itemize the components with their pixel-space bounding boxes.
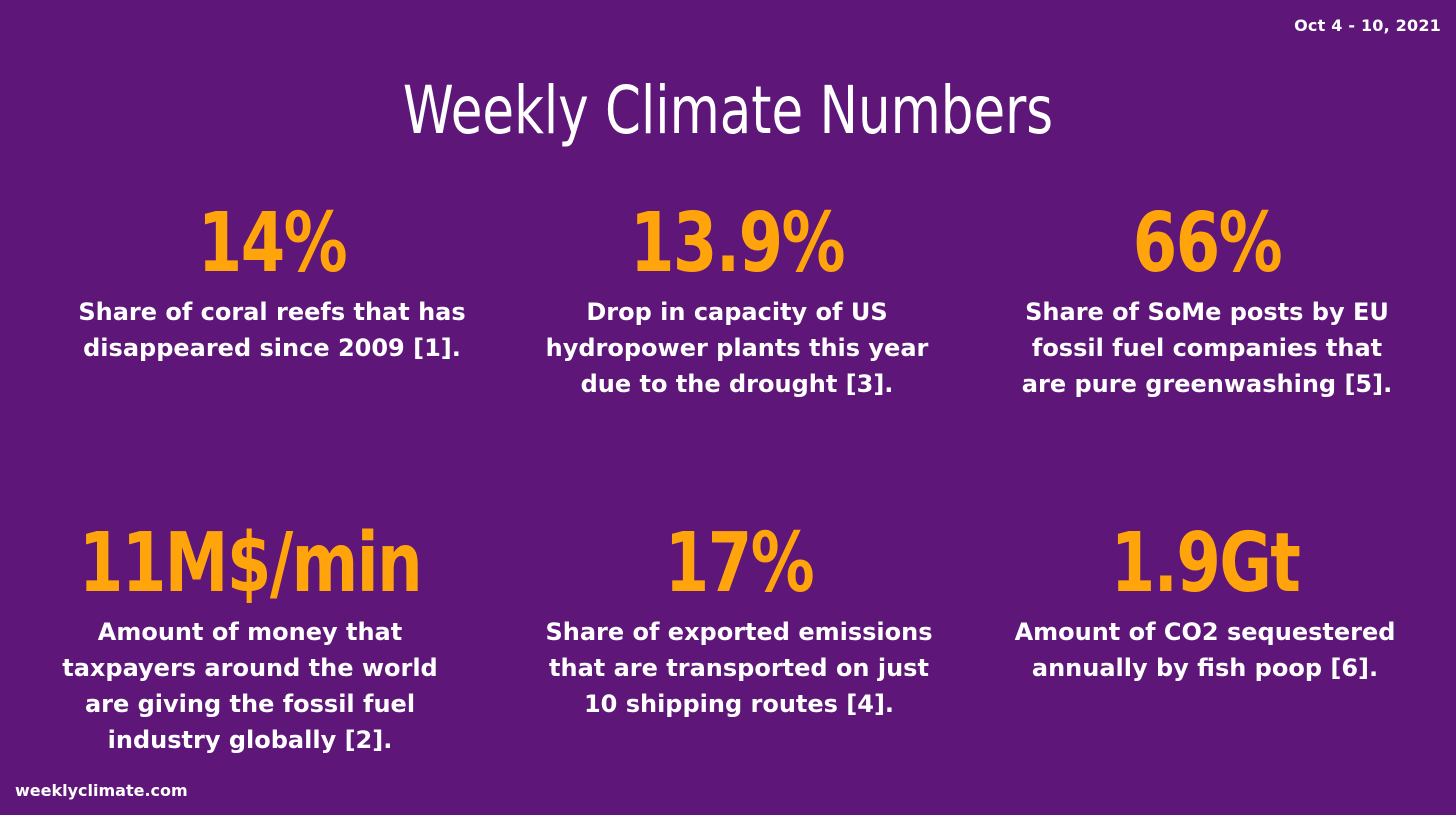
stat-description-line: are pure greenwashing [5]. bbox=[1021, 370, 1393, 398]
stat-description-line: taxpayers around the world bbox=[62, 654, 438, 682]
stat-description-line: Amount of money that bbox=[97, 618, 403, 646]
stat-number: 17% bbox=[664, 516, 815, 611]
stat-number: 11M$/min bbox=[78, 516, 423, 611]
stat-card-greenwashing: 66% Share of SoMe posts by EU fossil fue… bbox=[987, 196, 1427, 402]
stat-number: 14% bbox=[197, 196, 348, 291]
stat-description-line: annually by fish poop [6]. bbox=[1031, 654, 1379, 682]
stat-description-line: Share of exported emissions bbox=[545, 618, 933, 646]
stat-description: Share of exported emissions that are tra… bbox=[519, 614, 959, 722]
stat-description: Share of SoMe posts by EU fossil fuel co… bbox=[987, 294, 1427, 402]
stat-description-line: Share of coral reefs that has bbox=[78, 298, 466, 326]
stat-description-line: industry globally [2]. bbox=[107, 726, 393, 754]
stat-number: 13.9% bbox=[629, 196, 846, 291]
stat-card-fossil-subsidies: 11M$/min Amount of money that taxpayers … bbox=[30, 516, 470, 758]
stat-number: 1.9Gt bbox=[1110, 516, 1301, 611]
stat-description-line: disappeared since 2009 [1]. bbox=[83, 334, 461, 362]
stat-description: Share of coral reefs that has disappeare… bbox=[52, 294, 492, 366]
stat-description-line: due to the drought [3]. bbox=[580, 370, 894, 398]
stat-card-coral-reefs: 14% Share of coral reefs that has disapp… bbox=[52, 196, 492, 366]
stat-card-hydropower: 13.9% Drop in capacity of US hydropower … bbox=[517, 196, 957, 402]
stat-number: 66% bbox=[1132, 196, 1283, 291]
stat-description-line: Share of SoMe posts by EU bbox=[1025, 298, 1389, 326]
stat-description-line: 10 shipping routes [4]. bbox=[583, 690, 895, 718]
stat-card-shipping-routes: 17% Share of exported emissions that are… bbox=[519, 516, 959, 722]
stat-description-line: that are transported on just bbox=[549, 654, 929, 682]
stat-description-line: are giving the fossil fuel bbox=[84, 690, 416, 718]
stat-description: Drop in capacity of US hydropower plants… bbox=[517, 294, 957, 402]
website-link[interactable]: weeklyclimate.com bbox=[15, 781, 188, 800]
stat-description-line: hydropower plants this year bbox=[545, 334, 929, 362]
stat-description-line: Amount of CO2 sequestered bbox=[1014, 618, 1396, 646]
stat-card-fish-poop: 1.9Gt Amount of CO2 sequestered annually… bbox=[985, 516, 1425, 686]
date-range: Oct 4 - 10, 2021 bbox=[1294, 16, 1441, 35]
stat-description: Amount of money that taxpayers around th… bbox=[30, 614, 470, 758]
stat-description: Amount of CO2 sequestered annually by fi… bbox=[985, 614, 1425, 686]
page-title: Weekly Climate Numbers bbox=[402, 72, 1054, 149]
stat-description-line: fossil fuel companies that bbox=[1031, 334, 1383, 362]
stat-description-line: Drop in capacity of US bbox=[586, 298, 888, 326]
